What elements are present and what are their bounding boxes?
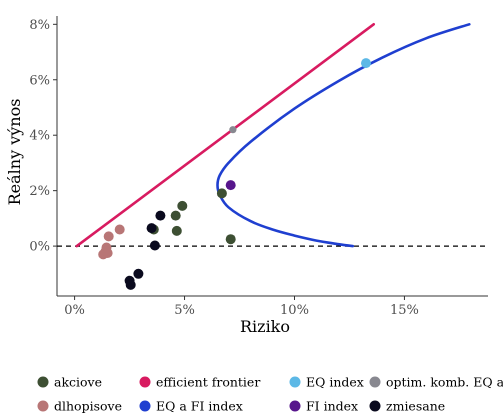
y-tick-label: 2% [29,184,50,199]
plot-area [57,23,488,290]
point-zmiesane [155,210,166,221]
legend-label-fi-index: FI index [306,399,358,414]
legend-label-zmiesane: zmiesane [386,399,445,414]
legend-key-optim-komb-eq-a-fi [369,376,381,388]
point-dlhopisove [103,231,114,242]
x-tick-label: 15% [390,303,419,318]
point-akciove [171,225,182,236]
legend-key-zmiesane [369,400,381,412]
point-akciove [216,188,227,199]
point-optim-komb-eq-a-fi [229,126,237,134]
point-zmiesane [149,240,160,251]
x-tick-label: 10% [280,303,309,318]
point-dlhopisove [102,248,113,258]
point-zmiesane [125,279,136,290]
point-zmiesane [133,268,144,279]
legend-label-dlhopisove: dlhopisove [54,399,122,414]
point-zmiesane [146,223,157,234]
legend-label-eq-a-fi-index: EQ a FI index [156,399,243,414]
x-tick-label: 5% [174,303,195,318]
legend-key-eq-a-fi-index [139,400,151,412]
legend-label-optim-komb-eq-a-fi: optim. komb. EQ a FI [386,375,503,390]
legend-key-akciove [37,376,49,388]
y-tick-label: 6% [29,73,50,88]
y-tick-label: 4% [29,129,50,144]
point-akciove [170,210,181,221]
series-line-eq-a-fi-index [216,23,471,248]
point-eq-index [361,58,371,69]
legend-key-fi-index [289,400,301,412]
y-tick-label: 0% [29,240,50,255]
legend-label-akciove: akciove [54,375,102,390]
point-fi-index [225,180,236,191]
point-akciove [225,234,236,245]
y-axis-title: Reálny výnos [5,99,24,206]
y-tick-label: 8% [29,18,50,33]
x-tick-label: 0% [64,303,85,318]
legend-key-eq-index [289,376,301,388]
legend-key-efficient-frontier [139,376,151,388]
legend-label-efficient-frontier: efficient frontier [156,375,260,390]
x-axis-title: Riziko [240,317,290,336]
point-dlhopisove [114,224,125,235]
legend: akciove efficient frontier EQ index optim. … [37,375,503,414]
axes: 0% 2% 4% 6% 8% 0% 5% 10% 15% [29,16,488,318]
legend-label-eq-index: EQ index [306,375,364,390]
series-line-efficient-frontier [75,23,375,248]
point-akciove [177,200,188,211]
legend-key-dlhopisove [37,400,49,412]
